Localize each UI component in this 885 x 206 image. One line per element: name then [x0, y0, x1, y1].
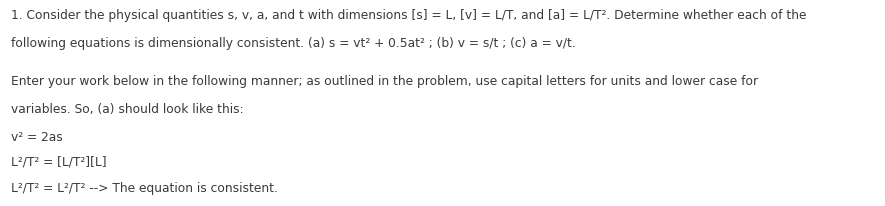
Text: 1. Consider the physical quantities s, v, a, and t with dimensions [s] = L, [v] : 1. Consider the physical quantities s, v…	[11, 9, 806, 22]
Text: Enter your work below in the following manner; as outlined in the problem, use c: Enter your work below in the following m…	[11, 75, 758, 88]
Text: v² = 2as: v² = 2as	[11, 131, 62, 144]
Text: L²/T² = [L/T²][L]: L²/T² = [L/T²][L]	[11, 156, 106, 169]
Text: variables. So, (a) should look like this:: variables. So, (a) should look like this…	[11, 103, 243, 116]
Text: following equations is dimensionally consistent. (a) s = vt² + 0.5at² ; (b) v = : following equations is dimensionally con…	[11, 37, 575, 50]
Text: L²/T² = L²/T² --> The equation is consistent.: L²/T² = L²/T² --> The equation is consis…	[11, 182, 278, 195]
